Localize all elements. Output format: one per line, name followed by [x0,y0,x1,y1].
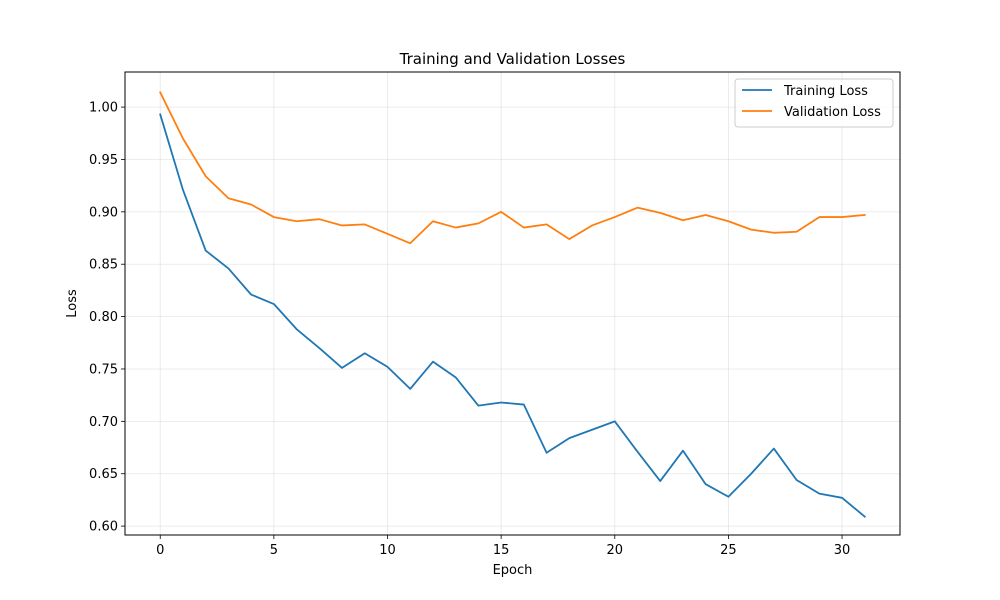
y-tick-label: 0.80 [89,310,118,325]
y-tick-label: 0.65 [89,467,118,482]
chart-title: Training and Validation Losses [399,50,626,68]
y-tick-label: 0.95 [89,153,118,168]
x-tick-label: 0 [156,543,164,558]
x-axis-label: Epoch [493,563,533,578]
x-tick-label: 10 [379,543,396,558]
grid [125,72,900,535]
legend-box [734,78,894,128]
y-tick-label: 0.70 [89,415,118,430]
y-tick-label: 0.85 [89,258,118,273]
x-tick-label: 30 [834,543,851,558]
series-line-validation [159,91,866,245]
y-tick-label: 0.75 [89,362,118,377]
axis-ticks: 0 5 10 15 20 25 30 0.60 0.65 0.70 0.75 0.80 0.85 0.90… [89,101,850,558]
series-lines [159,91,867,518]
y-tick-label: 0.60 [89,520,118,535]
y-tick-label: 1.00 [89,101,118,116]
x-tick-label: 20 [606,543,623,558]
legend: Training Loss Validation Loss [734,78,894,128]
x-tick-label: 5 [270,543,278,558]
series-line-training [159,113,867,518]
x-tick-label: 25 [720,543,737,558]
y-tick-label: 0.90 [89,205,118,220]
x-tick-label: 15 [493,543,510,558]
legend-label: Training Loss [783,84,868,99]
y-axis-label: Loss [65,289,80,318]
plot-frame [124,71,901,536]
legend-label: Validation Loss [784,105,881,120]
